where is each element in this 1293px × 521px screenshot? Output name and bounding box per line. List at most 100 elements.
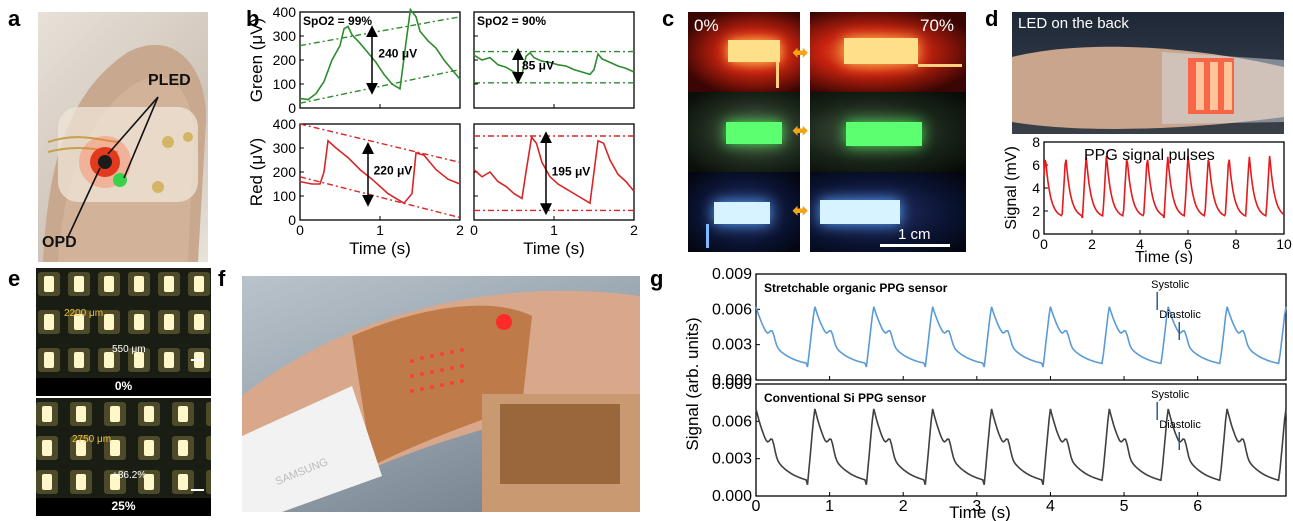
led-stretch-photos: ⬌ ⬌ ⬌ 0% 70% 1 cm — [688, 12, 966, 252]
y-tick-label: 300 — [273, 140, 297, 156]
led-pad — [206, 470, 211, 494]
stretch-arrow-icon: ⬌ — [792, 120, 809, 142]
led-pad — [206, 436, 211, 460]
panel-label-e: e — [8, 266, 21, 291]
led-chip — [42, 474, 52, 490]
x-tick-label: 6 — [1193, 498, 1202, 515]
panel-label-f: f — [218, 266, 226, 291]
led-chip — [104, 276, 114, 292]
lower-envelope-line — [299, 68, 461, 104]
led-back-caption: LED on the back — [1018, 15, 1129, 32]
green-led-0pct — [688, 92, 800, 172]
led-grid-0pct — [38, 272, 210, 372]
x-tick-label: 2 — [899, 498, 908, 515]
led-chip — [144, 474, 154, 490]
wrist-sensor-photo: SAMSUNG — [242, 276, 640, 512]
panel-label-a: a — [8, 6, 21, 31]
led-chip — [74, 352, 84, 368]
led-chip — [76, 406, 86, 422]
ppg-trace — [473, 51, 635, 76]
panel-label-b: b — [246, 6, 260, 31]
led-array-25pct: 25% 2750 μm +86.2% — [36, 398, 211, 516]
ppg-trace — [755, 408, 1287, 486]
x-axis-label: Time (s) — [949, 503, 1011, 521]
x-tick-label: 3 — [972, 498, 981, 515]
chart-title: Stretchable organic PPG sensor — [764, 281, 948, 295]
y-tick-label: 300 — [273, 28, 297, 44]
ppg-pulse-chart: 0 2 4 6 8 10 0 2 4 6 8 PPG signal pulses Signal (mV)… — [1003, 134, 1292, 264]
led-chip — [44, 352, 54, 368]
y-tick-label: 0.003 — [712, 451, 752, 468]
y-tick-label: 100 — [273, 76, 297, 92]
led-chip — [110, 440, 120, 456]
x-tick-label: 2 — [456, 222, 464, 238]
led-chip — [42, 440, 52, 456]
scale-bar-label: 1 cm — [898, 226, 931, 243]
y-tick-label: 8 — [1032, 134, 1040, 150]
blue-led-70pct — [810, 172, 966, 252]
x-tick-label: 1 — [550, 222, 558, 238]
led-chip — [134, 352, 144, 368]
led-chip — [74, 314, 84, 330]
led-chip — [194, 276, 204, 292]
blue-led-0pct — [688, 172, 800, 252]
y-tick-label: 200 — [273, 164, 297, 180]
pitch-0pct-label: 2200 μm — [64, 308, 104, 319]
wrist-illustration — [242, 290, 640, 512]
y-tick-label: 2 — [1032, 203, 1040, 219]
led-chip — [178, 440, 188, 456]
led-grid-25pct — [36, 402, 211, 494]
y-axis-label: Signal (arb. units) — [683, 317, 702, 450]
lower-envelope-line — [299, 176, 461, 219]
led-chip — [194, 314, 204, 330]
strain-0pct-label: 0% — [114, 379, 133, 393]
pled-label: PLED — [148, 72, 191, 89]
systolic-label: Systolic — [1151, 279, 1189, 291]
strain-25pct-label: 25% — [111, 499, 136, 513]
led-chip — [74, 276, 84, 292]
y-tick-label: 0.006 — [712, 301, 752, 318]
led-chip — [178, 406, 188, 422]
x-tick-label: 0 — [1040, 236, 1048, 252]
plot-frame — [755, 273, 1287, 381]
chart-title: Conventional Si PPG sensor — [764, 391, 926, 405]
x-axis-label: Time (s) — [349, 239, 411, 258]
led-chip — [134, 276, 144, 292]
ppg-trace — [299, 7, 461, 101]
ppg-trace — [1043, 155, 1285, 219]
amplitude-label: 195 μV — [552, 165, 591, 179]
led-chip — [144, 406, 154, 422]
x-tick-label: 1 — [376, 222, 384, 238]
y-axis-label: Green (μV) — [247, 18, 266, 102]
y-axis-label: Red (μV) — [247, 138, 266, 206]
y-axis-label: Signal (mV) — [1003, 146, 1020, 230]
x-tick-label: 6 — [1184, 236, 1192, 252]
led-chip — [110, 474, 120, 490]
led-chip — [164, 352, 174, 368]
y-tick-label: 100 — [273, 188, 297, 204]
led-chip — [76, 440, 86, 456]
systolic-label: Systolic — [1151, 389, 1189, 401]
led-chip — [110, 406, 120, 422]
led-chip — [164, 276, 174, 292]
led-chip — [104, 352, 114, 368]
led-chip — [76, 474, 86, 490]
diastolic-label: Diastolic — [1159, 309, 1201, 321]
led-pad — [206, 402, 211, 426]
x-tick-label: 10 — [1276, 236, 1292, 252]
red-led-70pct — [810, 12, 966, 92]
red-led-0pct — [688, 12, 800, 92]
green-led-70pct — [810, 92, 966, 172]
y-tick-label: 0 — [288, 100, 296, 116]
stretch-arrow-icon: ⬌ — [792, 42, 809, 64]
finger-sensor-photo: PLED OPD — [38, 12, 208, 262]
x-tick-label: 0 — [296, 222, 304, 238]
led-array-0pct: 0% 2200 μm 550 μm — [36, 268, 211, 396]
led-chip — [178, 474, 188, 490]
y-tick-label: 0.009 — [712, 266, 752, 283]
spo2-label: SpO2 = 99% — [303, 14, 372, 28]
led-chip — [44, 276, 54, 292]
x-tick-label: 5 — [1120, 498, 1129, 515]
upper-envelope-line — [299, 16, 461, 47]
y-tick-label: 0.003 — [712, 337, 752, 354]
